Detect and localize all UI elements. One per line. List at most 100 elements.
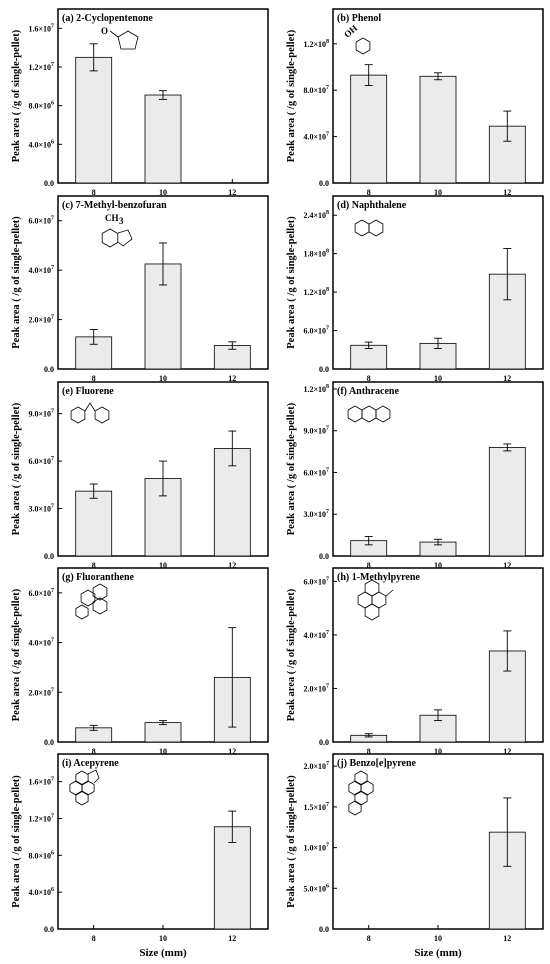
- ring-shape: [354, 219, 370, 237]
- panel-b: 0.0 4.0×107 8.0×107 1.2×108 8 10 12 (b) PhenolO…: [286, 8, 544, 197]
- x-tick-label: 10: [434, 188, 442, 197]
- y-tick-label: 6.0×107: [28, 588, 54, 598]
- ring-shape: [80, 589, 96, 607]
- y-tick-label: 6.0×107: [28, 216, 54, 226]
- bar-10: [144, 722, 182, 743]
- ring-shape: [355, 37, 371, 55]
- panel-e: 0.0 3.0×107 6.0×107 9.0×107 8 10 12 (e) Fluoren…: [11, 381, 269, 570]
- y-axis-label: Peak area ( /g of single-pellet): [11, 29, 22, 162]
- y-tick-label: 2.0×107: [303, 761, 329, 771]
- y-tick-label: 1.6×107: [28, 23, 54, 33]
- ring-shape: [361, 405, 377, 423]
- ring-shape: [70, 406, 86, 424]
- y-tick-label: 0.0: [319, 925, 329, 934]
- x-tick-label: 12: [228, 934, 236, 943]
- x-tick-label: 12: [228, 188, 236, 197]
- x-tick-label: 8: [367, 374, 371, 383]
- x-tick-label: 12: [503, 374, 511, 383]
- y-tick-label: 4.0×107: [28, 265, 54, 275]
- y-tick-label: 9.0×107: [303, 426, 329, 436]
- y-tick-label: 0.0: [44, 552, 54, 561]
- ring-shape: [354, 790, 368, 806]
- panel-title: (f) Anthracene: [337, 386, 399, 397]
- panel-j: 0.0 5.0×106 1.0×107 1.5×107 2.0×107 8 10 12 (j) …: [286, 753, 544, 959]
- ring-shape: [81, 780, 95, 796]
- y-tick-label: 0.0: [44, 738, 54, 747]
- y-tick-label: 1.2×107: [28, 62, 54, 72]
- y-axis-label: Peak area ( /g of single-pellet): [11, 216, 22, 349]
- ring-shape: [92, 597, 108, 615]
- ring-shape: [364, 603, 380, 621]
- acepyrene-structure-icon: [69, 769, 100, 806]
- fluoranthene-structure-icon: [75, 583, 108, 620]
- y-tick-label: 6.0×107: [303, 326, 329, 336]
- y-tick-label: 5.0×106: [303, 883, 329, 893]
- panel-title: (e) Fluorene: [62, 386, 114, 397]
- panel-h: 0.0 2.0×107 4.0×107 6.0×107 8 10 12 (h) 1-Methy…: [286, 567, 544, 756]
- ring-shape: [69, 780, 83, 796]
- y-tick-label: 1.0×107: [303, 843, 329, 853]
- panel-title: (g) Fluoranthene: [62, 572, 135, 583]
- methyl-bond: [385, 589, 394, 597]
- panel-f: 0.0 3.0×107 6.0×107 9.0×107 1.2×108 8 10 12 (f) …: [286, 381, 544, 570]
- ring-shape: [92, 583, 108, 601]
- y-tick-label: 1.2×108: [303, 287, 329, 297]
- ring-shape: [75, 790, 89, 806]
- x-tick-label: 8: [92, 934, 96, 943]
- x-tick-label: 8: [367, 934, 371, 943]
- x-tick-label: 10: [159, 747, 167, 756]
- panel-c: 0.0 2.0×107 4.0×107 6.0×107 8 10 12 (c) 7-Methy…: [11, 195, 269, 383]
- bar-10: [144, 94, 182, 184]
- y-tick-label: 0.0: [319, 179, 329, 188]
- x-tick-label: 12: [228, 374, 236, 383]
- x-tick-label: 10: [159, 188, 167, 197]
- bridge-shape: [84, 402, 96, 412]
- y-tick-label: 4.0×107: [303, 630, 329, 640]
- y-axis-label: Peak area ( /g of single-pellet): [286, 29, 297, 162]
- y-tick-label: 8.0×106: [28, 101, 54, 111]
- y-axis-label: Peak area ( /g of single-pellet): [286, 402, 297, 535]
- y-tick-label: 6.0×107: [28, 456, 54, 466]
- y-tick-label: 1.2×107: [28, 813, 54, 823]
- y-tick-label: 6.0×107: [303, 467, 329, 477]
- ring-shape: [354, 770, 368, 786]
- y-axis-label: Peak area ( /g of single-pellet): [11, 402, 22, 535]
- bar-8: [75, 56, 113, 184]
- y-axis-label: Peak area ( /g of single-pellet): [286, 775, 297, 908]
- x-tick-label: 10: [159, 934, 167, 943]
- x-tick-label: 12: [503, 561, 511, 570]
- molecule-label: CH: [105, 213, 119, 223]
- y-tick-label: 0.0: [44, 179, 54, 188]
- x-tick-label: 8: [92, 561, 96, 570]
- x-tick-label: 8: [92, 747, 96, 756]
- panel-title: (a) 2-Cyclopentenone: [62, 13, 153, 24]
- fluorene-structure-icon: [70, 402, 110, 424]
- bar-8: [350, 74, 388, 184]
- ring-shape: [360, 780, 374, 796]
- molecule-subscript: 3: [119, 216, 124, 226]
- x-tick-label: 8: [92, 374, 96, 383]
- y-tick-label: 9.0×107: [28, 409, 54, 419]
- five-ring-shape: [87, 769, 100, 784]
- x-tick-label: 12: [503, 747, 511, 756]
- ring-shape: [101, 228, 119, 248]
- bar-12: [488, 447, 526, 557]
- bar-8: [75, 490, 113, 557]
- y-tick-label: 4.0×106: [28, 887, 54, 897]
- panel-title: (i) Acepyrene: [62, 758, 119, 769]
- ring-shape: [364, 579, 380, 597]
- x-tick-label: 10: [159, 561, 167, 570]
- ring-shape: [348, 780, 362, 796]
- x-tick-label: 8: [367, 561, 371, 570]
- y-tick-label: 0.0: [44, 365, 54, 374]
- y-tick-label: 0.0: [319, 552, 329, 561]
- ring-shape: [94, 406, 110, 424]
- y-tick-label: 4.0×107: [28, 638, 54, 648]
- panel-d: 0.0 6.0×107 1.2×108 1.8×108 2.4×108 8 10 12 (d) …: [286, 195, 544, 383]
- y-tick-label: 0.0: [44, 925, 54, 934]
- x-tick-label: 12: [228, 561, 236, 570]
- panel-title: (c) 7-Methyl-benzofuran: [62, 200, 167, 211]
- x-tick-label: 8: [92, 188, 96, 197]
- y-tick-label: 8.0×107: [303, 85, 329, 95]
